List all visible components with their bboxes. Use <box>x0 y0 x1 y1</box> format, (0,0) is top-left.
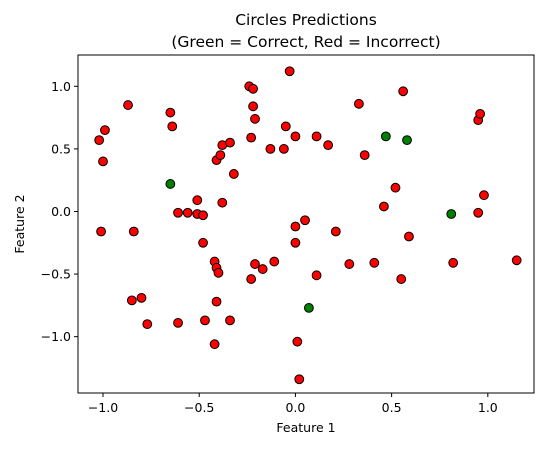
incorrect-point-17 <box>173 318 183 328</box>
incorrect-point-0 <box>94 135 105 146</box>
correct-point-0 <box>165 179 176 189</box>
y-tick-label-2: 0.0 <box>51 204 71 219</box>
incorrect-point-16 <box>198 237 208 248</box>
incorrect-point-35 <box>246 132 257 143</box>
incorrect-point-26 <box>215 150 226 161</box>
incorrect-point-34 <box>250 113 260 124</box>
incorrect-point-43 <box>257 264 268 274</box>
incorrect-point-9 <box>165 107 176 118</box>
incorrect-point-63 <box>448 257 459 268</box>
incorrect-point-65 <box>475 108 486 119</box>
incorrect-point-40 <box>290 131 301 142</box>
x-tick-label-0: −1.0 <box>88 400 118 415</box>
chart-subtitle: (Green = Correct, Red = Incorrect) <box>171 33 440 51</box>
incorrect-point-22 <box>211 296 222 307</box>
incorrect-point-57 <box>390 182 401 193</box>
incorrect-point-4 <box>123 100 133 110</box>
incorrect-point-38 <box>280 121 291 132</box>
correct-point-4 <box>303 302 314 313</box>
incorrect-point-66 <box>479 190 489 201</box>
incorrect-point-59 <box>396 274 407 284</box>
incorrect-point-32 <box>248 83 258 94</box>
incorrect-point-58 <box>398 86 409 97</box>
incorrect-point-28 <box>217 197 228 208</box>
incorrect-point-13 <box>192 195 203 206</box>
incorrect-point-54 <box>359 150 370 161</box>
incorrect-point-30 <box>228 169 239 179</box>
incorrect-point-51 <box>311 270 322 281</box>
x-tick-label-3: 0.5 <box>382 400 402 415</box>
incorrect-point-15 <box>198 210 208 221</box>
incorrect-point-68 <box>511 255 522 266</box>
y-axis-label: Feature 2 <box>12 194 27 253</box>
incorrect-point-23 <box>209 339 220 350</box>
incorrect-point-45 <box>290 221 301 232</box>
incorrect-point-61 <box>292 336 303 347</box>
incorrect-point-11 <box>173 207 183 218</box>
incorrect-point-42 <box>250 259 260 269</box>
incorrect-point-36 <box>265 143 276 154</box>
y-tick-label-4: 1.0 <box>51 79 71 94</box>
incorrect-point-18 <box>200 315 210 326</box>
plot-points <box>94 66 522 385</box>
y-tick-label-3: 0.5 <box>51 141 71 156</box>
incorrect-point-21 <box>213 267 224 278</box>
correct-point-2 <box>402 135 412 146</box>
incorrect-point-1 <box>100 125 110 136</box>
x-axis-ticks: −1.0 −0.5 0.0 0.5 1.0 <box>88 393 498 415</box>
incorrect-point-41 <box>246 274 257 284</box>
incorrect-point-55 <box>369 257 380 268</box>
incorrect-point-50 <box>330 226 341 237</box>
incorrect-point-39 <box>284 66 295 77</box>
incorrect-point-49 <box>323 140 334 151</box>
incorrect-point-10 <box>167 121 178 132</box>
incorrect-point-56 <box>379 201 389 212</box>
incorrect-point-47 <box>290 237 301 248</box>
incorrect-point-33 <box>248 101 258 112</box>
incorrect-point-8 <box>142 319 153 330</box>
plot-frame <box>77 54 535 394</box>
x-tick-label-4: 1.0 <box>478 400 498 415</box>
x-axis-label: Feature 1 <box>276 420 335 435</box>
incorrect-point-7 <box>136 292 147 303</box>
correct-point-3 <box>446 209 457 219</box>
chart-title: Circles Predictions <box>235 11 377 29</box>
incorrect-point-2 <box>98 156 108 167</box>
incorrect-point-29 <box>225 137 235 148</box>
incorrect-point-52 <box>344 259 355 269</box>
correct-point-1 <box>380 131 391 142</box>
incorrect-point-5 <box>128 226 139 237</box>
incorrect-point-53 <box>354 98 364 109</box>
incorrect-point-3 <box>96 226 106 237</box>
incorrect-point-67 <box>473 207 484 218</box>
incorrect-point-62 <box>294 374 305 385</box>
y-tick-label-1: −0.5 <box>41 267 71 282</box>
y-axis-ticks: −1.0 −0.5 0.0 0.5 1.0 <box>41 79 78 344</box>
incorrect-point-6 <box>126 295 137 306</box>
incorrect-point-44 <box>269 256 280 267</box>
y-tick-label-0: −1.0 <box>41 329 71 344</box>
x-tick-label-1: −0.5 <box>184 400 214 415</box>
x-tick-label-2: 0.0 <box>285 400 305 415</box>
incorrect-point-46 <box>300 215 310 226</box>
incorrect-point-37 <box>278 143 289 154</box>
incorrect-point-12 <box>182 207 193 218</box>
incorrect-point-48 <box>311 131 322 142</box>
incorrect-point-24 <box>225 315 235 326</box>
incorrect-point-60 <box>404 231 414 242</box>
